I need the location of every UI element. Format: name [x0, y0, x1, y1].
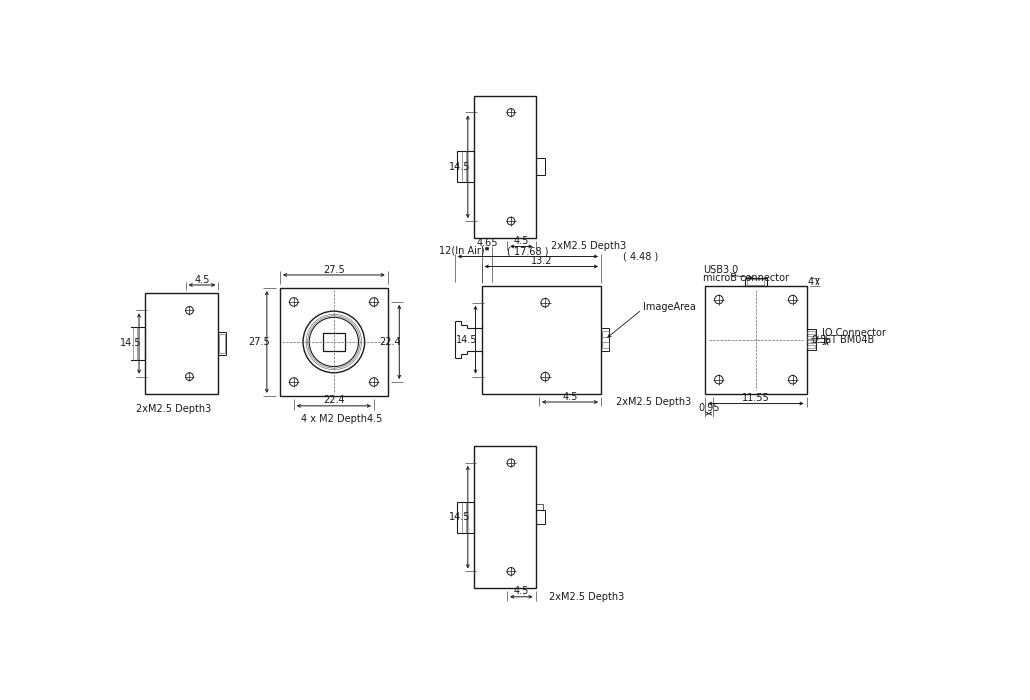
- Bar: [808, 331, 815, 335]
- Bar: [536, 158, 545, 175]
- Text: 2xM2.5 Depth3: 2xM2.5 Depth3: [549, 592, 624, 602]
- Text: 4.5: 4.5: [514, 236, 529, 246]
- Text: ( 4.48 ): ( 4.48 ): [622, 251, 658, 262]
- Bar: [602, 331, 609, 337]
- Text: 4.65: 4.65: [476, 239, 497, 248]
- Text: ( 17.68 ): ( 17.68 ): [507, 246, 549, 256]
- Bar: [745, 278, 766, 286]
- Text: 2xM2.5 Depth3: 2xM2.5 Depth3: [616, 397, 692, 407]
- Text: 12(In Air): 12(In Air): [440, 245, 485, 255]
- Text: 4 x M2 Depth4.5: 4 x M2 Depth4.5: [301, 414, 382, 424]
- Bar: [323, 332, 345, 351]
- Bar: [280, 288, 387, 396]
- Text: 2xM2.5 Depth3: 2xM2.5 Depth3: [136, 404, 212, 414]
- Bar: [806, 329, 816, 351]
- Bar: [808, 340, 815, 344]
- Bar: [808, 336, 815, 339]
- Text: ImageArea: ImageArea: [644, 302, 696, 312]
- Text: 27.5: 27.5: [323, 265, 345, 274]
- Bar: [536, 504, 543, 510]
- Text: 14.5: 14.5: [119, 339, 141, 349]
- Text: microB connector: microB connector: [702, 273, 789, 283]
- Text: 4.5: 4.5: [514, 587, 529, 596]
- Text: 0.95: 0.95: [698, 403, 720, 413]
- Bar: [219, 335, 226, 353]
- Text: 4.5: 4.5: [195, 274, 210, 285]
- Bar: [145, 293, 218, 393]
- Bar: [482, 286, 602, 393]
- Text: 4.5: 4.5: [562, 391, 578, 402]
- Text: 14.5: 14.5: [449, 162, 470, 172]
- Bar: [808, 345, 815, 348]
- Bar: [474, 446, 536, 588]
- Text: IO Connector: IO Connector: [822, 328, 886, 337]
- Text: JST BM04B: JST BM04B: [822, 335, 874, 345]
- Text: USB3.0: USB3.0: [702, 265, 737, 275]
- Text: 4: 4: [808, 277, 814, 287]
- Bar: [602, 342, 609, 348]
- Text: 14.5: 14.5: [456, 335, 478, 344]
- Text: 11.55: 11.55: [742, 393, 769, 403]
- Text: 13.2: 13.2: [530, 256, 552, 266]
- Bar: [218, 332, 226, 355]
- Text: 0.5: 0.5: [812, 335, 827, 345]
- Bar: [457, 151, 474, 182]
- Text: 14.5: 14.5: [449, 512, 470, 522]
- Bar: [602, 328, 609, 351]
- Text: 22.4: 22.4: [379, 337, 401, 347]
- Bar: [474, 95, 536, 238]
- Bar: [457, 502, 474, 533]
- Text: 27.5: 27.5: [248, 337, 270, 347]
- Text: 2xM2.5 Depth3: 2xM2.5 Depth3: [551, 241, 626, 251]
- Bar: [705, 286, 806, 393]
- Bar: [536, 510, 545, 524]
- Text: 22.4: 22.4: [323, 395, 345, 405]
- Bar: [129, 328, 145, 360]
- Bar: [748, 279, 764, 285]
